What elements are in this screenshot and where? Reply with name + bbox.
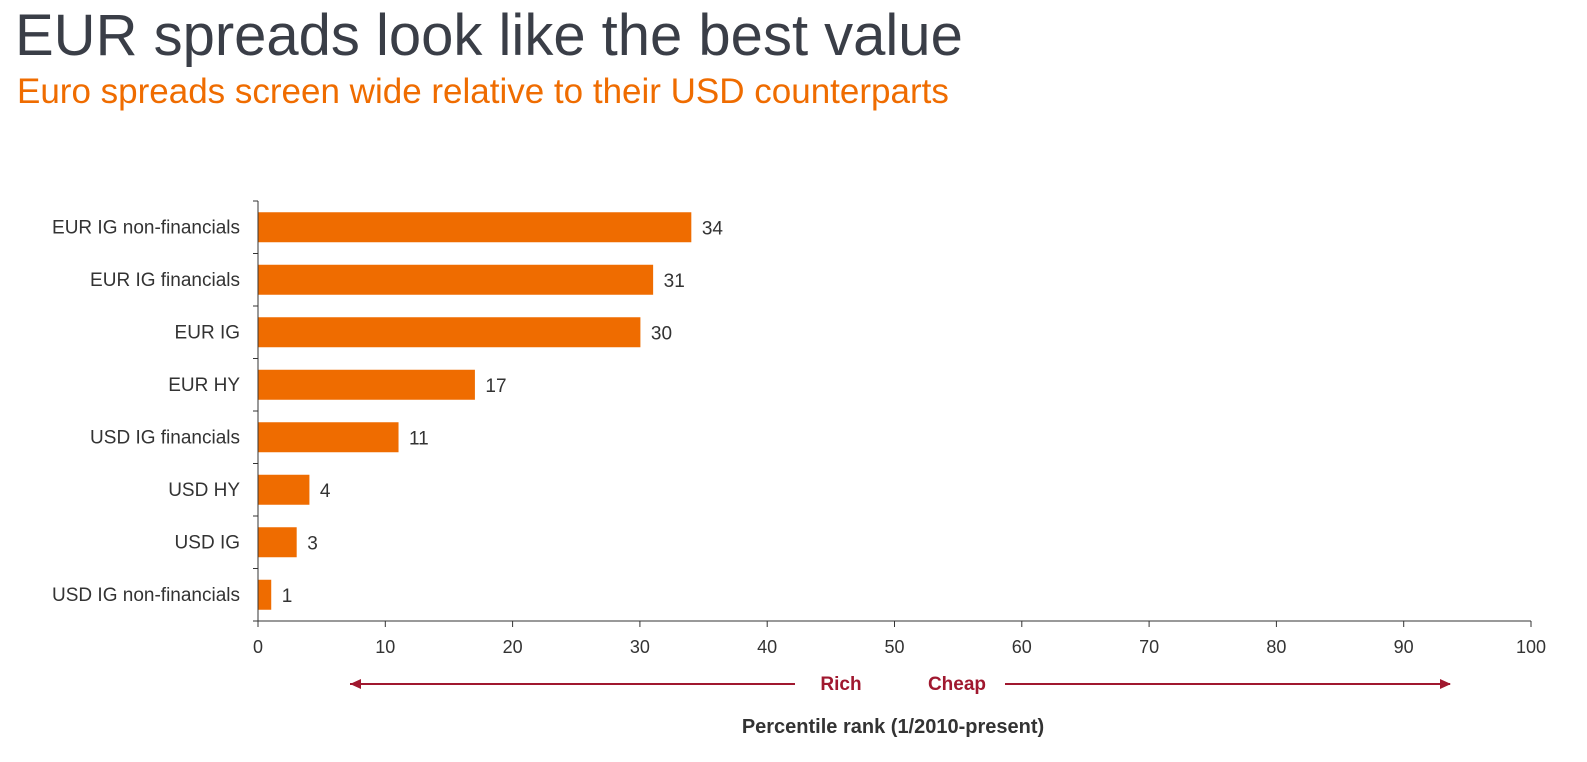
rich-arrowhead-icon [350,679,361,689]
y-axis: EUR IG non-financials EUR IG financials EU… [52,200,259,622]
data-label: 4 [320,481,331,502]
category-label: USD HY [168,480,240,501]
x-tick-label: 70 [1139,637,1159,657]
x-tick-label: 40 [757,637,777,657]
x-tick-label: 30 [630,637,650,657]
x-tick-label: 60 [1012,637,1032,657]
rich-label: Rich [820,674,861,695]
data-label: 30 [651,323,672,344]
page-subtitle: Euro spreads screen wide relative to the… [17,72,949,111]
bar [258,474,310,505]
category-label: EUR IG financials [90,270,240,291]
bar [258,579,272,610]
x-tick-label: 50 [884,637,904,657]
x-tick-label: 20 [503,637,523,657]
data-label: 11 [409,428,429,449]
data-label: 31 [664,271,685,292]
category-label: EUR IG [175,322,240,343]
data-label: 3 [307,533,318,554]
category-label: EUR IG non-financials [52,217,240,238]
bar [258,422,399,453]
bar [258,369,475,400]
x-axis-label: Percentile rank (1/2010-present) [742,716,1044,738]
x-tick-label: 100 [1516,637,1546,657]
bar [258,264,654,295]
bar [258,212,692,243]
cheap-arrowhead-icon [1440,679,1451,689]
category-label: USD IG financials [90,427,240,448]
x-tick-label: 80 [1266,637,1286,657]
cheap-label: Cheap [928,674,986,695]
category-label: USD IG [175,532,240,553]
data-label: 17 [485,376,506,397]
category-label: USD IG non-financials [52,585,240,606]
x-tick-label: 90 [1394,637,1414,657]
x-tick-label: 10 [375,637,395,657]
x-axis: 0 10 20 30 40 50 60 70 80 90 100 [253,620,1546,657]
x-tick-label: 0 [253,637,263,657]
bar [258,527,297,558]
data-label: 1 [282,586,293,607]
rich-cheap-annotation: Rich Cheap [350,674,1451,695]
page-title: EUR spreads look like the best value [15,3,963,68]
bar [258,317,641,348]
data-label: 34 [702,218,724,239]
category-label: EUR HY [168,375,240,396]
